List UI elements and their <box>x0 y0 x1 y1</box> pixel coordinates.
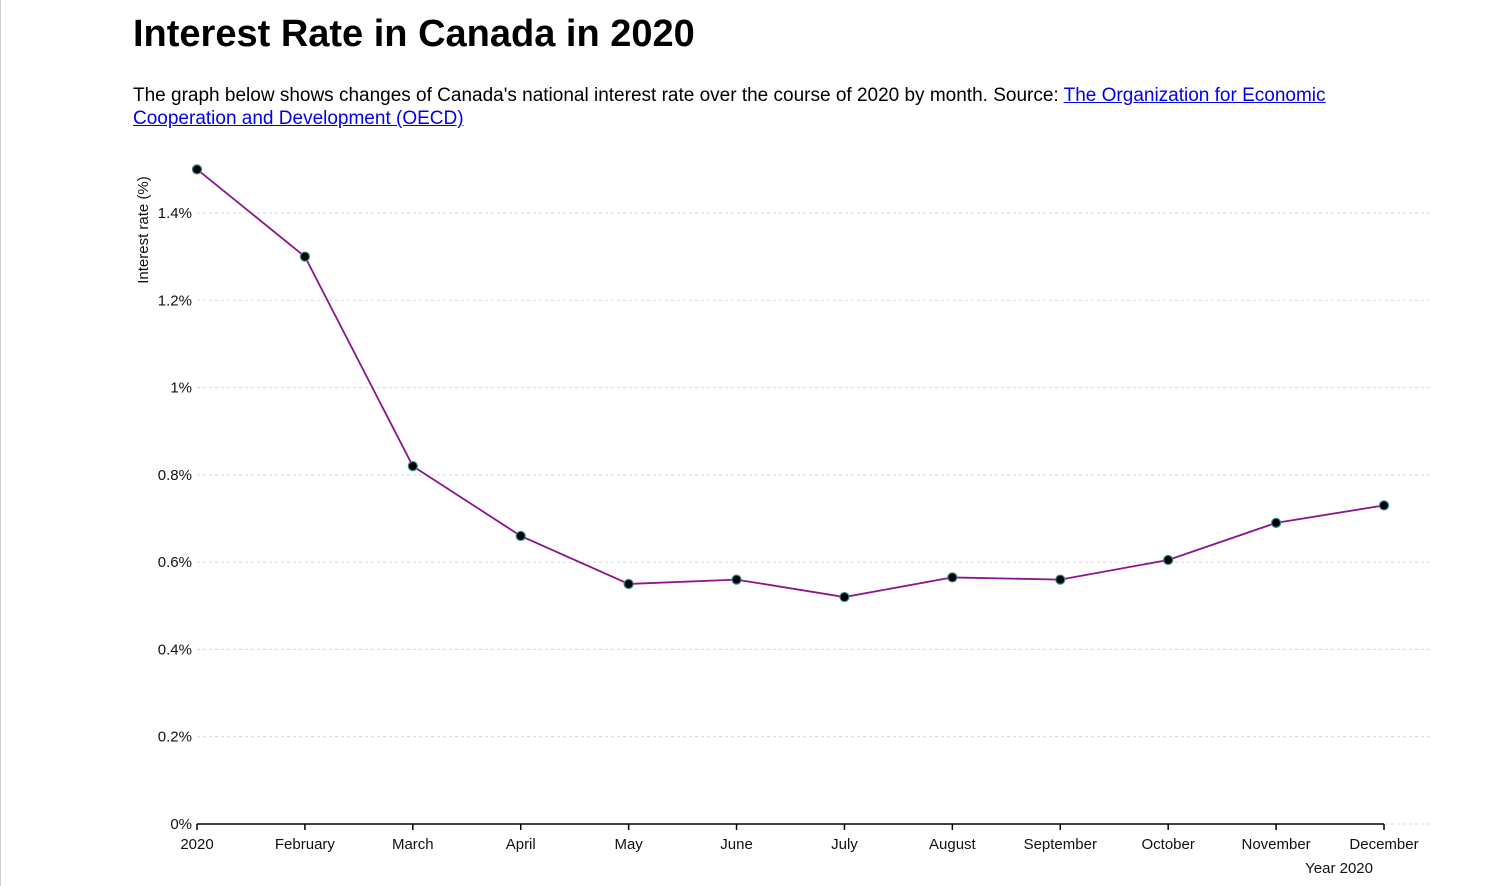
y-tick-label: 0.8% <box>158 467 192 484</box>
x-tick-label: February <box>275 836 336 853</box>
data-point <box>299 251 311 262</box>
data-point <box>515 530 526 542</box>
grid-lines <box>197 212 1430 825</box>
y-tick-label: 0.4% <box>158 641 192 658</box>
data-point <box>623 578 634 590</box>
series-line <box>196 168 1385 598</box>
x-axis-title: Year 2020 <box>1305 860 1373 877</box>
data-point <box>947 572 958 583</box>
axes <box>196 823 1385 830</box>
data-point <box>731 574 742 585</box>
x-tick-label: November <box>1241 836 1310 853</box>
x-tick-label: July <box>831 836 858 853</box>
data-point <box>1378 500 1390 511</box>
x-tick-label: August <box>929 836 977 853</box>
x-tick-label: April <box>506 836 536 853</box>
data-point <box>1055 574 1066 585</box>
data-point <box>407 461 418 472</box>
page-left-border <box>0 0 1 886</box>
x-tick-label: 2020 <box>180 836 213 853</box>
data-point <box>839 591 850 603</box>
y-tick-label: 1% <box>170 380 192 397</box>
data-points <box>191 164 1390 603</box>
x-tick-label: October <box>1142 836 1195 853</box>
series-line-group <box>196 168 1385 598</box>
x-tick-label: December <box>1349 836 1418 853</box>
page-description: The graph below shows changes of Canada'… <box>133 84 1403 130</box>
tick-labels: 0% 0.2% 0.4% 0.6% 0.8% 1% 1.2% 1.4% 2020 February… <box>158 205 1419 853</box>
y-tick-label: 0% <box>170 816 192 833</box>
y-tick-label: 0.6% <box>158 554 192 571</box>
data-point <box>191 164 203 175</box>
page-title: Interest Rate in Canada in 2020 <box>133 13 695 55</box>
y-axis-title: Interest rate (%) <box>135 176 152 284</box>
x-tick-label: March <box>392 836 434 853</box>
y-tick-label: 0.2% <box>158 729 192 746</box>
x-tick-label: June <box>720 836 753 853</box>
oecd-source-link[interactable]: The Organization for Economic Cooperatio… <box>133 85 1326 129</box>
x-tick-label: May <box>614 836 643 853</box>
description-text: The graph below shows changes of Canada'… <box>133 85 1064 106</box>
y-tick-label: 1.4% <box>158 205 192 222</box>
y-tick-label: 1.2% <box>158 292 192 309</box>
data-point <box>1270 517 1282 528</box>
x-tick-label: September <box>1024 836 1097 853</box>
data-point <box>1163 554 1174 566</box>
